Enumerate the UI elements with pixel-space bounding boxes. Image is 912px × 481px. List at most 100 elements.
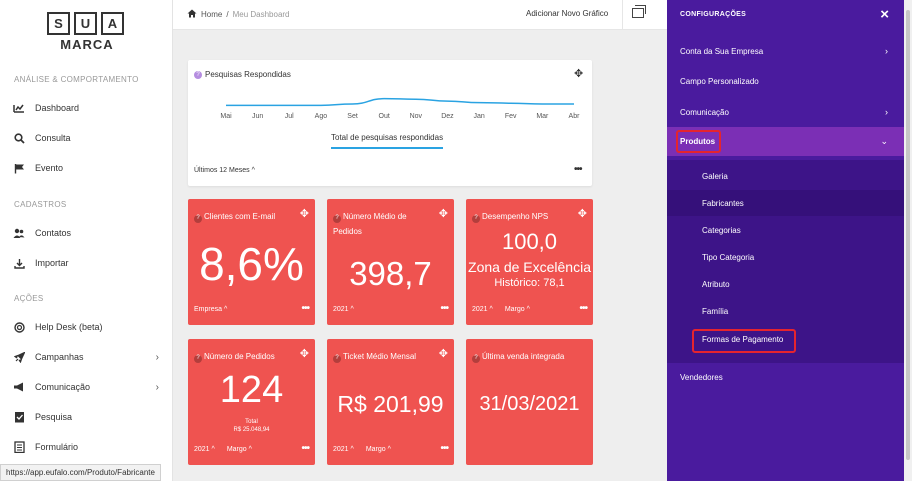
x-tick-label: Fev xyxy=(505,113,517,120)
panel-item-campo[interactable]: Campo Personalizado xyxy=(667,67,904,95)
question-icon[interactable]: ? xyxy=(194,214,202,223)
window-icon[interactable] xyxy=(632,5,646,18)
move-icon[interactable]: ✥ xyxy=(577,208,587,220)
kpi-title-text: Clientes com E-mail xyxy=(204,212,276,221)
x-tick-label: Jul xyxy=(285,113,294,120)
subitem-fabricantes[interactable]: Fabricantes xyxy=(667,190,904,216)
kpi-value: 100,0 xyxy=(501,229,558,254)
question-icon[interactable]: ? xyxy=(194,70,202,79)
kpi-title: ? Clientes com E-mail xyxy=(194,209,294,224)
subitem-formas-pagamento[interactable]: Formas de Pagamento xyxy=(702,334,784,344)
panel-item-label: Vendedores xyxy=(680,372,723,382)
chart-card: ? Pesquisas Respondidas ✥ Mai Jun Jul Ago Se… xyxy=(188,60,592,186)
filter-dropdown[interactable]: 2021 ^ xyxy=(333,446,354,453)
home-icon[interactable] xyxy=(187,9,197,20)
kpi-title-text: Última venda integrada xyxy=(482,352,565,361)
panel-item-label: Comunicação xyxy=(680,107,729,117)
more-options-icon[interactable]: ••• xyxy=(440,303,448,314)
subitem-familia[interactable]: Família xyxy=(702,306,729,316)
panel-item-label: Produtos xyxy=(680,137,716,146)
subitem-galeria[interactable]: Galeria xyxy=(702,171,728,181)
panel-item-comunicacao[interactable]: Comunicação › xyxy=(667,98,904,126)
more-options-icon[interactable]: ••• xyxy=(440,443,448,454)
chevron-right-icon: › xyxy=(155,381,159,393)
question-icon[interactable]: ? xyxy=(333,354,341,363)
kpi-footer: 2021 ^ Margo ^ xyxy=(472,306,530,313)
more-options-icon[interactable]: ••• xyxy=(574,164,582,175)
more-options-icon[interactable]: ••• xyxy=(579,303,587,314)
panel-title: CONFIGURAÇÕES xyxy=(680,11,747,18)
brand-logo[interactable]: S U A MARCA xyxy=(47,12,127,52)
move-icon[interactable]: ✥ xyxy=(438,208,448,220)
kpi-sub-value: R$ 25.048,94 xyxy=(233,427,270,433)
x-tick-label: Abr xyxy=(569,113,580,120)
panel-item-vendedores[interactable]: Vendedores xyxy=(667,363,904,391)
kpi-title-text: Ticket Médio Mensal xyxy=(343,352,417,361)
add-chart-button[interactable]: Adicionar Novo Gráfico xyxy=(526,9,609,18)
sidebar-item-contatos[interactable]: Contatos xyxy=(12,223,167,243)
sidebar-item-comunicacao[interactable]: Comunicação › xyxy=(12,377,167,397)
more-options-icon[interactable]: ••• xyxy=(301,303,309,314)
series-line xyxy=(225,97,574,107)
chevron-right-icon: › xyxy=(885,46,888,56)
sidebar-item-label: Formulário xyxy=(35,442,79,452)
x-tick-label: Mai xyxy=(220,113,232,120)
sidebar-item-formulario[interactable]: Formulário xyxy=(12,437,167,457)
move-icon[interactable]: ✥ xyxy=(299,348,309,360)
filter-dropdown[interactable]: 2021 ^ xyxy=(333,306,354,313)
sidebar-item-consulta[interactable]: Consulta xyxy=(12,128,167,148)
logo-letter: U xyxy=(74,12,97,35)
filter-dropdown[interactable]: Margo ^ xyxy=(365,446,391,453)
filter-dropdown[interactable]: Margo ^ xyxy=(226,446,252,453)
subitem-categorias[interactable]: Categorias xyxy=(702,225,741,235)
scrollbar-thumb[interactable] xyxy=(906,10,910,460)
section-title-cadastros: CADASTROS xyxy=(14,200,67,209)
kpi-value: 398,7 xyxy=(349,255,432,292)
close-icon[interactable]: × xyxy=(880,6,889,23)
kpi-footer: 2021 ^ Margo ^ xyxy=(333,446,391,453)
contacts-icon xyxy=(12,226,26,240)
panel-header: CONFIGURAÇÕES × xyxy=(667,0,904,30)
chevron-right-icon: › xyxy=(155,351,159,363)
sidebar-item-campanhas[interactable]: Campanhas › xyxy=(12,347,167,367)
sidebar-item-dashboard[interactable]: Dashboard xyxy=(12,98,167,118)
chevron-down-icon: ⌄ xyxy=(880,136,888,146)
subitem-atributo[interactable]: Atributo xyxy=(702,279,730,289)
panel-item-conta[interactable]: Conta da Sua Empresa › xyxy=(667,37,904,65)
chart-icon xyxy=(12,101,26,115)
logo-letter: A xyxy=(101,12,124,35)
kpi-title-text: Número de Pedidos xyxy=(204,352,275,361)
question-icon[interactable]: ? xyxy=(472,214,480,223)
sidebar-item-importar[interactable]: Importar xyxy=(12,253,167,273)
more-options-icon[interactable]: ••• xyxy=(301,443,309,454)
kpi-card: ? Ticket Médio Mensal ✥ R$ 201,99 2021 ^ M… xyxy=(327,339,454,465)
logo-letter: S xyxy=(47,12,70,35)
subitem-tipo-categoria[interactable]: Tipo Categoria xyxy=(702,252,755,262)
move-icon[interactable]: ✥ xyxy=(299,208,309,220)
sidebar-item-pesquisa[interactable]: Pesquisa xyxy=(12,407,167,427)
question-icon[interactable]: ? xyxy=(333,214,341,223)
section-title-analise: ANÁLISE & COMPORTAMENTO xyxy=(14,75,139,84)
sidebar-item-label: Importar xyxy=(35,258,69,268)
question-icon[interactable]: ? xyxy=(472,354,480,363)
settings-panel: CONFIGURAÇÕES × Conta da Sua Empresa › C… xyxy=(667,0,904,481)
filter-dropdown[interactable]: Empresa ^ xyxy=(194,306,228,313)
breadcrumb-home[interactable]: Home xyxy=(201,10,223,19)
kpi-title: ? Última venda integrada xyxy=(472,349,572,364)
filter-dropdown[interactable]: Margo ^ xyxy=(504,306,530,313)
filter-dropdown[interactable]: 2021 ^ xyxy=(472,306,493,313)
filter-dropdown[interactable]: 2021 ^ xyxy=(194,446,215,453)
kpi-value: 124 xyxy=(219,369,284,411)
import-icon xyxy=(12,256,26,270)
move-icon[interactable]: ✥ xyxy=(574,68,584,80)
question-icon[interactable]: ? xyxy=(194,354,202,363)
sidebar-item-label: Campanhas xyxy=(35,352,84,362)
card-title: ? Pesquisas Respondidas xyxy=(194,70,291,79)
sidebar: S U A MARCA ANÁLISE & COMPORTAMENTO Dash… xyxy=(0,0,173,481)
move-icon[interactable]: ✥ xyxy=(438,348,448,360)
sidebar-item-evento[interactable]: Evento xyxy=(12,158,167,178)
period-filter[interactable]: Últimos 12 Meses ^ xyxy=(194,167,255,174)
tab-total-pesquisas[interactable]: Total de pesquisas respondidas xyxy=(331,133,444,149)
sidebar-item-help-desk[interactable]: Help Desk (beta) xyxy=(12,317,167,337)
breadcrumb-current: Meu Dashboard xyxy=(232,10,290,19)
